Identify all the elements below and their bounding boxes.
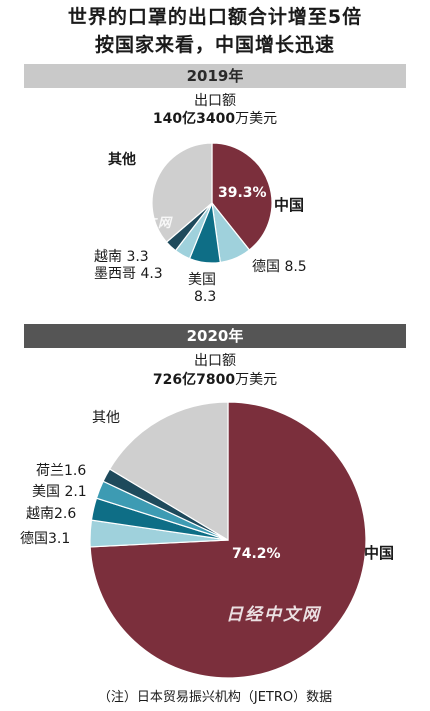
label-2020-germany: 德国3.1 xyxy=(20,531,71,547)
label-2020-usa: 美国 2.1 xyxy=(32,484,87,500)
label-2019-mexico: 墨西哥 4.3 xyxy=(94,266,163,282)
value-2020-china: 74.2% xyxy=(232,546,281,562)
label-2020-china: 中国 xyxy=(364,544,395,562)
total-amount-2019: 140亿3400 xyxy=(152,111,236,127)
footnote: （注）日本贸易振兴机构（JETRO）数据 xyxy=(97,690,333,705)
year-band-2020: 2020年 xyxy=(24,324,406,348)
total-unit-2020: 万美元 xyxy=(235,372,278,388)
total-label-2019: 出口额 xyxy=(194,93,236,109)
total-label-2020: 出口额 xyxy=(194,353,236,369)
year-band-2019: 2019年 xyxy=(24,64,406,88)
label-2019-usa-name: 美国 xyxy=(188,272,216,288)
total-amount-2020: 726亿7800 xyxy=(152,372,236,388)
label-2019-other: 其他 xyxy=(108,152,136,168)
label-2020-netherlands: 荷兰1.6 xyxy=(36,463,87,479)
label-2020-vietnam: 越南2.6 xyxy=(26,506,77,522)
watermark-1: 日经中文网 xyxy=(98,216,174,231)
label-2019-usa-value: 8.3 xyxy=(194,289,217,305)
total-unit-2019: 万美元 xyxy=(235,111,278,127)
chart-title: 世界的口罩的出口额合计增至5倍 xyxy=(67,6,363,28)
pie-slice-2020-其他 xyxy=(108,401,229,542)
value-2019-china: 39.3% xyxy=(218,185,267,201)
label-2019-germany: 德国 8.5 xyxy=(252,259,307,275)
label-2019-china: 中国 xyxy=(274,196,305,214)
label-2019-vietnam: 越南 3.3 xyxy=(94,249,149,265)
pie-slice-2019-中国 xyxy=(211,142,273,251)
total-value-2020: 726亿7800万美元 xyxy=(0,372,430,388)
chart-subtitle: 按国家来看，中国增长迅速 xyxy=(94,34,335,56)
label-2020-other: 其他 xyxy=(92,410,120,426)
total-value-2019: 140亿3400万美元 xyxy=(0,111,430,127)
pie-slice-2019-其他 xyxy=(151,142,213,243)
watermark-2: 日经中文网 xyxy=(226,605,321,625)
